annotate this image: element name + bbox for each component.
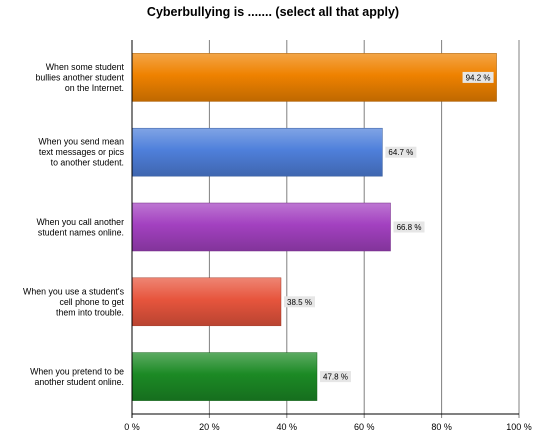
- category-label: them into trouble.: [56, 307, 124, 317]
- value-label-box: [393, 221, 425, 233]
- category-label: When you send mean: [38, 137, 124, 147]
- bar: [131, 127, 383, 177]
- chart-title: Cyberbullying is ....... (select all tha…: [146, 5, 400, 19]
- category-label: another student online.: [34, 377, 124, 387]
- value-label-box: [462, 71, 494, 83]
- bar: [131, 202, 391, 252]
- bar: [131, 53, 497, 102]
- value-label-box: [319, 371, 351, 383]
- value-label: 47.8 %: [323, 373, 348, 382]
- x-tick-label: 20 %: [199, 422, 220, 432]
- category-label: cell phone to get: [59, 297, 124, 307]
- category-label: When some student: [46, 62, 125, 72]
- axes: [131, 40, 519, 418]
- labels: 0 % 20 % 40 % 60 % 80 % 100 % 94.2 % When some …: [23, 62, 532, 432]
- bars: [131, 53, 497, 401]
- category-label: When you pretend to be: [30, 366, 124, 376]
- x-tick-label: 100 %: [506, 422, 532, 432]
- x-tick-label: 40 %: [277, 422, 298, 432]
- category-label: When you call another: [36, 217, 124, 227]
- value-label: 38.5 %: [287, 298, 312, 307]
- category-label: to another student.: [51, 158, 124, 168]
- bar: [131, 352, 318, 401]
- category-label: bullies another student: [35, 72, 124, 82]
- x-tick-label: 0 %: [124, 422, 140, 432]
- category-label: student names online.: [38, 227, 124, 237]
- bar: [131, 277, 282, 327]
- value-label: 64.7 %: [388, 148, 413, 157]
- x-tick-label: 80 %: [431, 422, 452, 432]
- value-label: 94.2 %: [466, 73, 491, 82]
- category-label: text messages or pics: [39, 147, 125, 157]
- value-label-box: [385, 146, 417, 158]
- value-label-box: [283, 296, 315, 308]
- x-tick-label: 60 %: [354, 422, 375, 432]
- category-label: on the Internet.: [65, 83, 124, 93]
- value-label: 66.8 %: [397, 223, 422, 232]
- category-label: When you use a student's: [23, 286, 125, 296]
